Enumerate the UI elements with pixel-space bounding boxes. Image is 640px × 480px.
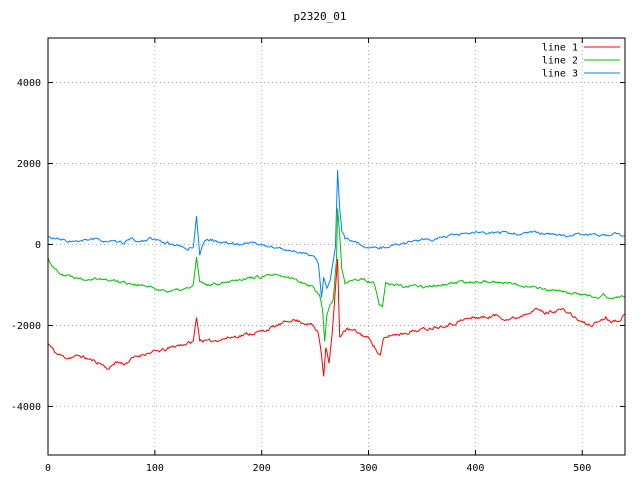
x-tick-label: 300: [360, 463, 378, 474]
y-tick-label: 2000: [17, 159, 41, 170]
y-tick-label: -2000: [11, 321, 41, 332]
x-tick-label: 0: [45, 463, 51, 474]
series-line-line-1: [47, 258, 626, 377]
x-tick-label: 500: [573, 463, 591, 474]
y-tick-label: -4000: [11, 402, 41, 413]
series-line-line-2: [47, 208, 626, 342]
y-tick-label: 4000: [17, 78, 41, 89]
x-tick-label: 400: [466, 463, 484, 474]
plot-border: [47, 37, 626, 456]
legend-label-line-3: line 3: [542, 69, 578, 80]
x-tick-label: 200: [253, 463, 271, 474]
axes: 0 100 200 300 400 500 -4000 -2000 0 2000 4000: [11, 37, 626, 474]
series-line-line-3: [47, 170, 626, 298]
legend: line 1 line 2 line 3: [542, 43, 620, 80]
legend-label-line-1: line 1: [542, 43, 578, 54]
y-tick-label: 0: [35, 240, 41, 251]
x-tick-label: 100: [146, 463, 164, 474]
legend-label-line-2: line 2: [542, 56, 578, 67]
chart-title: p2320_01: [293, 10, 347, 23]
